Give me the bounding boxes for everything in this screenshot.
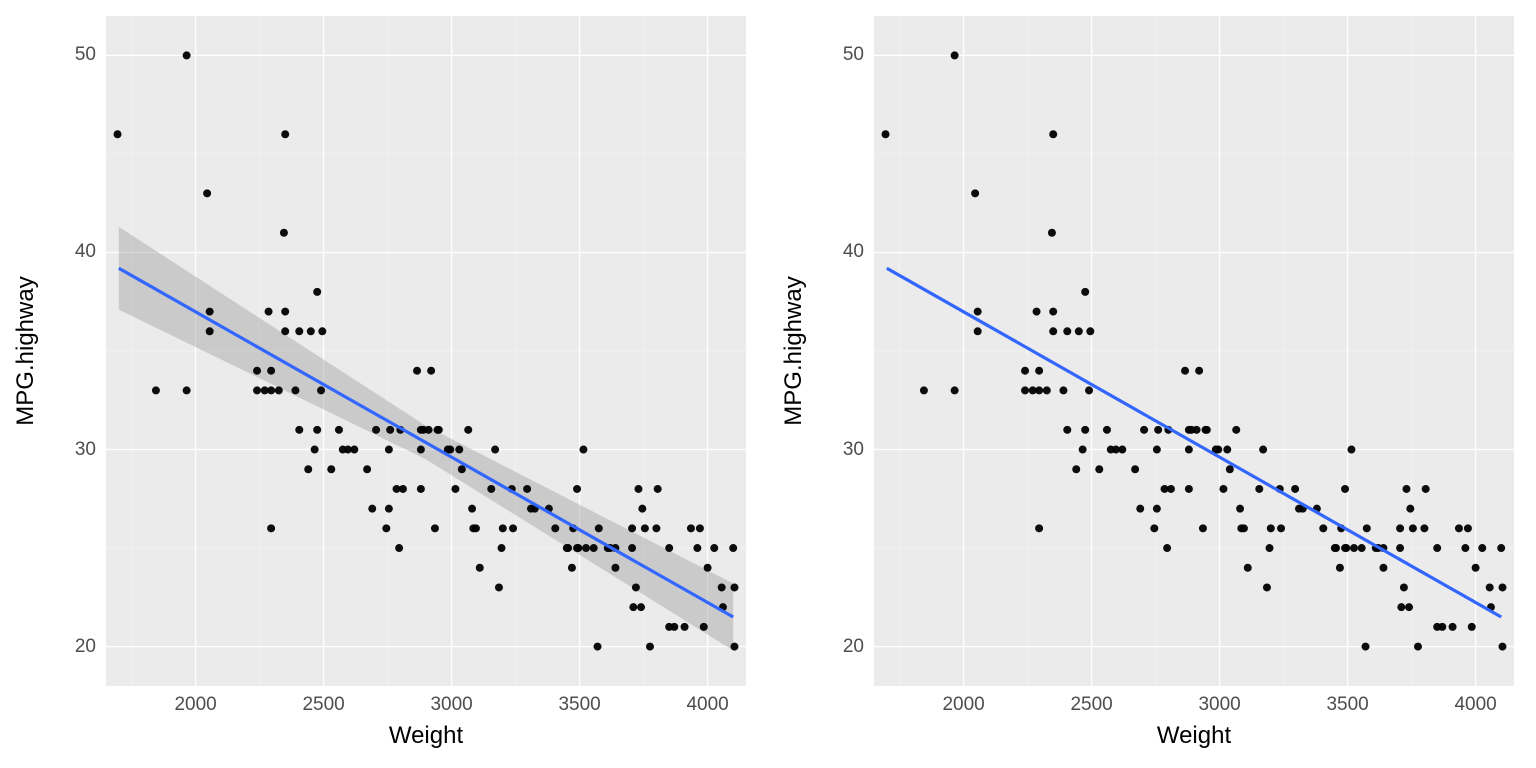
- x-tick-label: 2000: [942, 694, 984, 716]
- y-tick-label: 40: [75, 241, 96, 263]
- x-tick-label: 4000: [686, 694, 728, 716]
- x-axis-label: Weight: [389, 722, 463, 750]
- y-tick-label: 50: [843, 44, 864, 66]
- y-tick-label: 20: [843, 636, 864, 658]
- x-tick-label: 3500: [558, 694, 600, 716]
- x-tick-label: 2500: [302, 694, 344, 716]
- plot-area: [874, 16, 1514, 686]
- y-tick-label: 50: [75, 44, 96, 66]
- y-tick-label: 30: [843, 439, 864, 461]
- x-tick-label: 3000: [1198, 694, 1240, 716]
- y-axis-label: MPG.highway: [12, 276, 40, 425]
- plot-area: [106, 16, 746, 686]
- x-tick-label: 2000: [174, 694, 216, 716]
- x-axis-label: Weight: [1157, 722, 1231, 750]
- scatter-panel-right: 2000 2500 3000 3500 4000 20 30 40 50 Weight MPG.hi…: [768, 0, 1536, 768]
- y-axis-label: MPG.highway: [780, 276, 808, 425]
- y-tick-label: 40: [843, 241, 864, 263]
- y-tick-label: 20: [75, 636, 96, 658]
- scatter-panel-left: 2000 2500 3000 3500 4000 20 30 40 50 Weight MPG.hi…: [0, 0, 768, 768]
- x-tick-label: 3500: [1326, 694, 1368, 716]
- x-tick-label: 4000: [1454, 694, 1496, 716]
- x-tick-label: 2500: [1070, 694, 1112, 716]
- x-tick-label: 3000: [430, 694, 472, 716]
- y-tick-label: 30: [75, 439, 96, 461]
